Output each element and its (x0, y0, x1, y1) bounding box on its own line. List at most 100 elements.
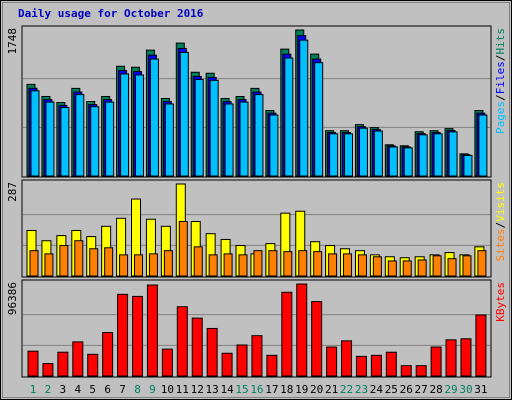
bar (299, 39, 309, 177)
bar (448, 131, 458, 177)
bar (283, 251, 293, 277)
x-tick-label: 21 (325, 383, 338, 396)
bar (194, 79, 204, 177)
x-tick-label: 5 (89, 383, 96, 396)
x-tick-label: 27 (415, 383, 428, 396)
bar (178, 221, 188, 277)
legend-separator: / (494, 55, 507, 62)
bar (176, 306, 188, 377)
x-tick-label: 18 (280, 383, 293, 396)
x-tick-label: 20 (310, 383, 323, 396)
x-tick-label: 10 (161, 383, 174, 396)
bar (87, 353, 99, 377)
x-tick-label: 30 (459, 383, 472, 396)
bar (224, 103, 234, 177)
x-tick-label: 4 (74, 383, 81, 396)
bar (433, 133, 443, 177)
bar (44, 253, 54, 277)
bar (463, 154, 473, 177)
bar (329, 133, 339, 177)
legend-entry: Files (494, 61, 507, 94)
x-tick-label: 28 (429, 383, 442, 396)
bar (385, 351, 397, 377)
legend-separator: / (494, 222, 507, 229)
bar (90, 106, 100, 177)
x-tick-label: 19 (295, 383, 308, 396)
x-tick-label: 31 (474, 383, 487, 396)
bar (206, 327, 218, 377)
bar (344, 133, 354, 177)
bar (164, 103, 174, 177)
bar (477, 250, 487, 277)
legend-entry: KBytes (494, 282, 507, 322)
bar (269, 114, 279, 177)
bar (29, 250, 39, 277)
bar (415, 365, 427, 377)
bar (462, 255, 472, 277)
x-tick-label: 2 (45, 383, 52, 396)
bar (236, 344, 248, 377)
bar (268, 250, 278, 277)
bar (253, 250, 263, 277)
bar (266, 354, 278, 377)
bar (418, 134, 428, 177)
x-tick-label: 13 (206, 383, 219, 396)
x-tick-label: 23 (355, 383, 368, 396)
bar (42, 363, 54, 377)
x-tick-label: 14 (220, 383, 234, 396)
x-tick-label: 7 (119, 383, 126, 396)
x-tick-label: 9 (149, 383, 156, 396)
bar (326, 346, 338, 377)
x-tick-label: 25 (385, 383, 398, 396)
bar (193, 246, 203, 277)
bar (239, 101, 249, 177)
bar (163, 250, 173, 277)
bar (402, 260, 412, 277)
chart-title: Daily usage for October 2016 (18, 7, 204, 20)
x-tick-label: 24 (370, 383, 384, 396)
bar (209, 79, 219, 177)
bar (223, 253, 233, 277)
bar (60, 107, 70, 177)
x-tick-label: 29 (444, 383, 457, 396)
bar (134, 254, 144, 277)
bar (148, 253, 158, 277)
y-tick-label: 1748 (6, 28, 19, 55)
bar (296, 283, 308, 377)
bar (117, 293, 129, 377)
x-tick-label: 1 (30, 383, 37, 396)
legend: Sites/Visits (494, 182, 507, 262)
y-tick-label: 96386 (6, 282, 19, 315)
bar (102, 332, 114, 377)
bar (57, 351, 69, 377)
x-tick-label: 16 (250, 383, 263, 396)
bar (387, 260, 397, 277)
bar (432, 255, 442, 277)
bar (298, 250, 308, 277)
bar (238, 254, 248, 277)
x-tick-label: 6 (104, 383, 111, 396)
bar (373, 130, 383, 177)
x-tick-label: 22 (340, 383, 353, 396)
x-tick-label: 11 (176, 383, 189, 396)
bar (313, 251, 323, 277)
bar (372, 256, 382, 277)
y-tick-label: 287 (6, 182, 19, 202)
bar (89, 248, 99, 277)
bar (191, 317, 203, 377)
bar (59, 245, 69, 277)
bar (30, 90, 40, 177)
bar (119, 254, 129, 277)
bar (179, 51, 189, 177)
bar (146, 284, 158, 377)
bar (358, 127, 368, 177)
bar (281, 291, 293, 377)
x-tick-label: 15 (235, 383, 248, 396)
legend-entry: Sites (494, 228, 507, 261)
bar (27, 350, 39, 377)
bar (343, 253, 353, 277)
bar (135, 74, 145, 177)
